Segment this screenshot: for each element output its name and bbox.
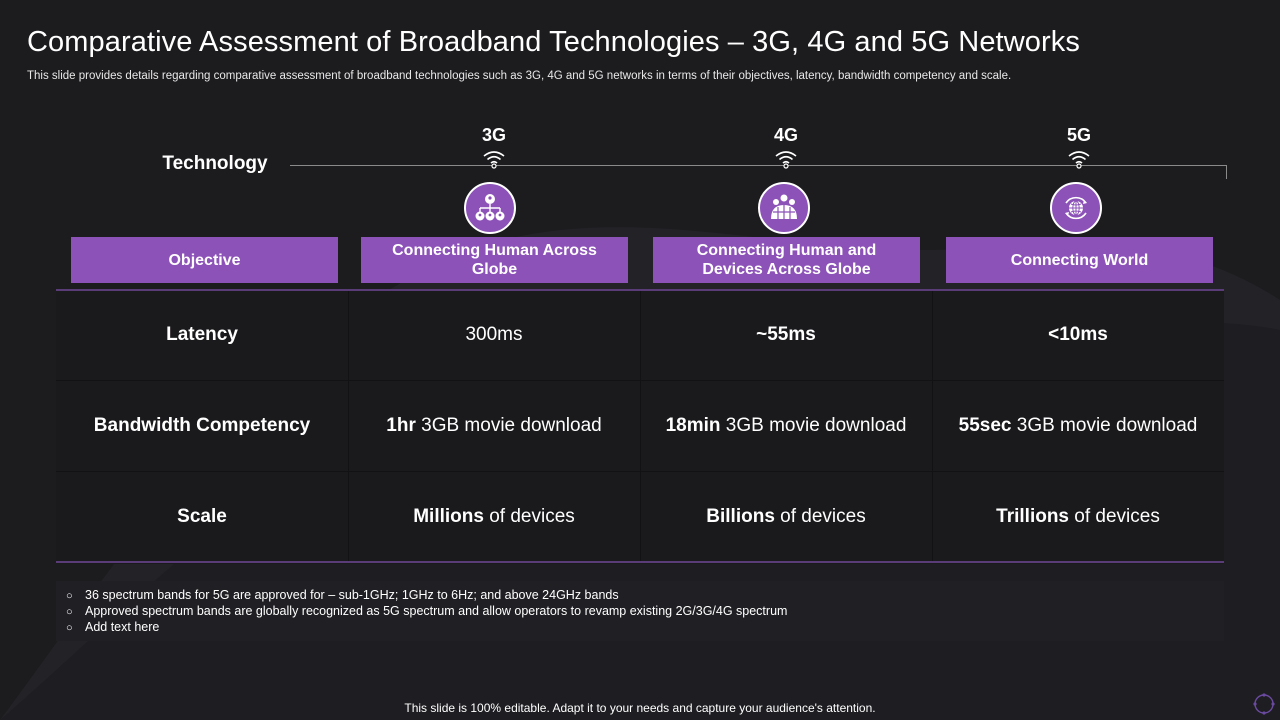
latency-3g-cell: 300ms xyxy=(465,324,523,345)
objective-5g-box: Connecting World xyxy=(946,237,1213,283)
page-title: Comparative Assessment of Broadband Tech… xyxy=(27,26,1080,58)
scale-4g-cell: Billions of devices xyxy=(706,506,866,527)
row-label-bandwidth: Bandwidth Competency xyxy=(93,415,311,436)
people-network-icon xyxy=(464,182,516,234)
corner-logo-icon xyxy=(1253,693,1275,715)
page-subtitle: This slide provides details regarding co… xyxy=(27,70,1012,82)
table-bottom-rule xyxy=(56,561,1224,563)
footer-text: This slide is 100% editable. Adapt it to… xyxy=(404,701,876,715)
bandwidth-4g-cell: 18min 3GB movie download xyxy=(665,415,907,436)
bandwidth-5g-cell: 55sec 3GB movie download xyxy=(958,415,1198,436)
latency-5g-cell: <10ms xyxy=(1048,324,1108,345)
objective-label-box: Objective xyxy=(71,237,338,283)
generation-label-4g: 4G xyxy=(773,125,798,145)
scale-3g-cell: Millions of devices xyxy=(413,506,575,527)
row-label-latency: Latency xyxy=(166,324,238,345)
technology-timeline xyxy=(290,165,1227,166)
bullet-icon: ○ xyxy=(66,590,73,602)
globe-cycle-icon xyxy=(1050,182,1102,234)
note-item: ○ Add text here xyxy=(66,620,160,634)
column-divider xyxy=(640,291,641,561)
timeline-end-tick xyxy=(1226,165,1227,179)
wifi-signal-icon xyxy=(775,151,797,169)
latency-4g-cell: ~55ms xyxy=(756,324,816,345)
bullet-icon: ○ xyxy=(66,622,73,634)
technology-label: Technology xyxy=(162,153,268,174)
group-globe-icon xyxy=(758,182,810,234)
generation-label-5g: 5G xyxy=(1066,125,1091,145)
generation-label-3g: 3G xyxy=(481,125,506,145)
scale-5g-cell: Trillions of devices xyxy=(996,506,1160,527)
objective-3g-box: Connecting Human Across Globe xyxy=(361,237,628,283)
note-item: ○ 36 spectrum bands for 5G are approved f… xyxy=(66,588,619,602)
objective-4g-box: Connecting Human and Devices Across Glob… xyxy=(653,237,920,283)
column-divider xyxy=(348,291,349,561)
column-divider xyxy=(932,291,933,561)
bullet-icon: ○ xyxy=(66,606,73,618)
row-label-scale: Scale xyxy=(177,506,227,527)
note-item: ○ Approved spectrum bands are globally re… xyxy=(66,604,788,618)
notes-box xyxy=(56,581,1224,641)
wifi-signal-icon xyxy=(1068,151,1090,169)
bandwidth-3g-cell: 1hr 3GB movie download xyxy=(386,415,602,436)
table-top-rule xyxy=(56,289,1224,291)
wifi-signal-icon xyxy=(483,151,505,169)
